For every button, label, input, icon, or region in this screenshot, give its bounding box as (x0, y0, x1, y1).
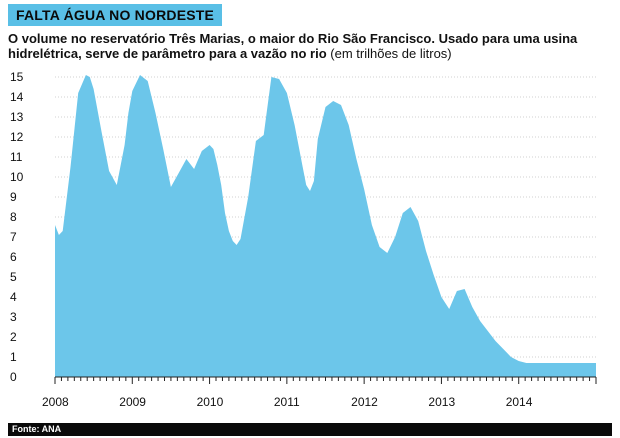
y-tick-label: 11 (10, 150, 23, 164)
subtitle-main-text: O volume no reservatório Três Marias, o … (8, 31, 578, 61)
y-tick-label: 7 (10, 230, 17, 244)
source-footer: Fonte: ANA (8, 423, 612, 436)
x-tick-label: 2014 (506, 395, 533, 409)
x-tick-label: 2011 (274, 395, 300, 409)
y-tick-label: 15 (10, 70, 24, 84)
y-tick-label: 3 (10, 310, 17, 324)
y-tick-label: 5 (10, 270, 17, 284)
y-tick-label: 9 (10, 190, 17, 204)
x-tick-label: 2013 (428, 395, 455, 409)
y-tick-label: 13 (10, 110, 24, 124)
y-tick-label: 8 (10, 210, 17, 224)
y-tick-label: 1 (10, 350, 17, 364)
x-tick-label: 2010 (197, 395, 224, 409)
y-tick-label: 6 (10, 250, 17, 264)
x-tick-label: 2009 (119, 395, 146, 409)
x-tick-label: 2012 (351, 395, 378, 409)
y-tick-label: 2 (10, 330, 17, 344)
chart-subtitle: O volume no reservatório Três Marias, o … (8, 31, 608, 61)
y-tick-label: 10 (10, 170, 24, 184)
volume-area (55, 75, 596, 377)
x-axis-labels: 2008 2009 2010 2011 2012 2013 2014 (42, 395, 533, 409)
chart-title-badge: FALTA ÁGUA NO NORDESTE (8, 4, 223, 26)
y-tick-label: 4 (10, 290, 17, 304)
x-tick-label: 2008 (42, 395, 69, 409)
source-label: Fonte: ANA (12, 424, 62, 434)
y-tick-label: 14 (10, 90, 24, 104)
x-axis-ticks (54, 377, 597, 384)
subtitle-unit-text: (em trilhões de litros) (330, 46, 452, 61)
y-tick-label: 12 (10, 130, 24, 144)
y-tick-label: 0 (10, 370, 17, 384)
